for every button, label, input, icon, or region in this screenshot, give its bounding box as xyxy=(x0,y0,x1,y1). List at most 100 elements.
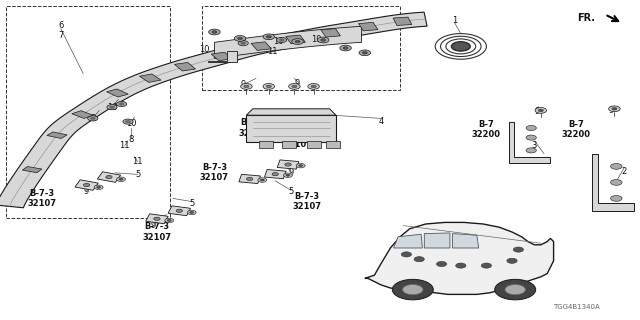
Bar xyxy=(259,141,273,148)
Circle shape xyxy=(296,164,305,168)
Bar xyxy=(202,6,400,90)
Circle shape xyxy=(359,50,371,56)
Circle shape xyxy=(611,164,622,169)
Circle shape xyxy=(343,47,348,49)
Polygon shape xyxy=(97,172,121,182)
Circle shape xyxy=(119,178,123,180)
Circle shape xyxy=(311,85,316,88)
Text: B-7-3
32107: B-7-3 32107 xyxy=(200,163,229,182)
Circle shape xyxy=(209,29,220,35)
Polygon shape xyxy=(107,89,128,97)
Circle shape xyxy=(109,106,115,108)
Circle shape xyxy=(241,84,252,89)
Circle shape xyxy=(116,101,127,107)
Circle shape xyxy=(212,31,217,33)
Circle shape xyxy=(97,186,100,188)
Circle shape xyxy=(125,120,131,123)
Text: 11: 11 xyxy=(120,141,130,150)
Circle shape xyxy=(234,36,246,41)
Polygon shape xyxy=(509,122,550,163)
Circle shape xyxy=(237,37,243,40)
Circle shape xyxy=(123,119,133,124)
Circle shape xyxy=(526,135,536,140)
Bar xyxy=(246,115,336,142)
Text: B-7-3
32107: B-7-3 32107 xyxy=(283,130,312,149)
Text: 10: 10 xyxy=(200,45,210,54)
Text: 9: 9 xyxy=(535,108,540,116)
Circle shape xyxy=(238,41,248,46)
Text: B-7-3
32107: B-7-3 32107 xyxy=(142,222,172,242)
Polygon shape xyxy=(75,180,99,190)
Circle shape xyxy=(481,263,492,268)
Circle shape xyxy=(266,36,271,38)
Polygon shape xyxy=(424,233,450,248)
Circle shape xyxy=(289,84,300,89)
Circle shape xyxy=(286,174,290,176)
Polygon shape xyxy=(393,17,412,26)
Circle shape xyxy=(260,179,264,181)
Text: B-7-3
32107: B-7-3 32107 xyxy=(292,192,322,211)
Text: 11: 11 xyxy=(132,157,143,166)
Text: 2: 2 xyxy=(621,167,627,176)
Polygon shape xyxy=(146,214,168,224)
Circle shape xyxy=(317,37,329,43)
Circle shape xyxy=(116,177,125,181)
Polygon shape xyxy=(72,111,93,118)
Circle shape xyxy=(106,175,112,179)
Text: 8: 8 xyxy=(90,114,95,123)
Text: 9: 9 xyxy=(289,168,294,177)
Text: 9: 9 xyxy=(295,79,300,88)
Circle shape xyxy=(244,85,249,88)
Circle shape xyxy=(88,116,98,121)
Circle shape xyxy=(507,258,517,263)
Polygon shape xyxy=(168,206,191,216)
Circle shape xyxy=(164,218,173,223)
Text: 10: 10 xyxy=(107,103,117,112)
Circle shape xyxy=(505,284,525,295)
Text: B-7-2
32117: B-7-2 32117 xyxy=(238,118,268,138)
Circle shape xyxy=(241,42,246,44)
Circle shape xyxy=(189,212,193,213)
Circle shape xyxy=(154,217,160,220)
Polygon shape xyxy=(211,52,232,61)
Bar xyxy=(307,141,321,148)
Circle shape xyxy=(299,165,303,167)
Circle shape xyxy=(414,257,424,262)
Circle shape xyxy=(495,279,536,300)
Polygon shape xyxy=(208,51,237,62)
Text: 9: 9 xyxy=(151,221,156,230)
Circle shape xyxy=(401,252,412,257)
Circle shape xyxy=(321,39,326,41)
Text: B-7-3
32107: B-7-3 32107 xyxy=(27,189,56,208)
Text: 8: 8 xyxy=(241,37,246,46)
Circle shape xyxy=(392,279,433,300)
Circle shape xyxy=(436,261,447,267)
Polygon shape xyxy=(592,154,634,211)
Text: 9: 9 xyxy=(609,106,614,115)
Circle shape xyxy=(362,52,367,54)
Circle shape xyxy=(279,39,284,41)
Text: 7: 7 xyxy=(58,31,63,40)
Text: 10: 10 xyxy=(273,37,284,46)
Circle shape xyxy=(535,108,547,113)
Text: 5: 5 xyxy=(189,199,195,208)
Text: B-7
32200: B-7 32200 xyxy=(561,120,591,139)
Text: 10: 10 xyxy=(312,36,322,44)
Circle shape xyxy=(246,177,253,180)
Polygon shape xyxy=(214,26,362,58)
Polygon shape xyxy=(358,22,378,31)
Circle shape xyxy=(263,84,275,89)
Polygon shape xyxy=(22,166,42,173)
Polygon shape xyxy=(452,234,479,248)
Circle shape xyxy=(295,40,300,43)
Bar xyxy=(326,141,340,148)
Circle shape xyxy=(612,108,617,110)
Text: 11: 11 xyxy=(267,47,277,56)
Circle shape xyxy=(176,209,182,212)
Text: 4: 4 xyxy=(378,117,383,126)
Circle shape xyxy=(83,183,90,187)
Bar xyxy=(6,6,170,218)
Circle shape xyxy=(258,178,267,182)
Circle shape xyxy=(266,85,271,88)
Polygon shape xyxy=(277,160,299,169)
